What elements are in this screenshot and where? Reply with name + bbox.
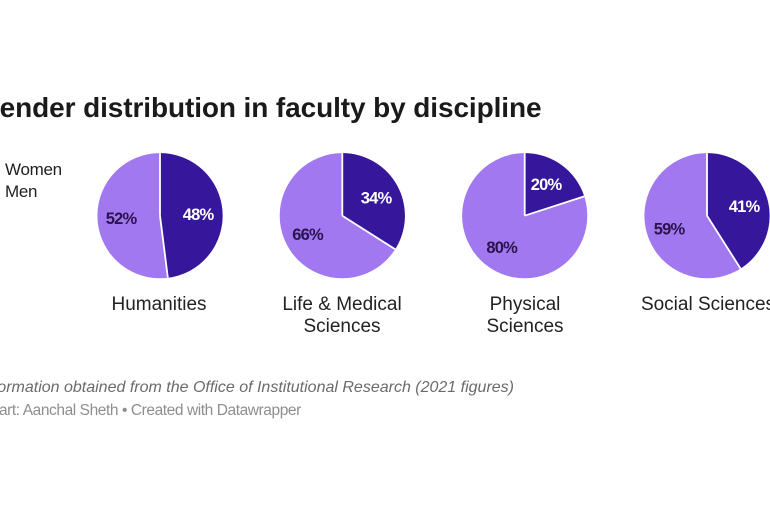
svg-text:66%: 66% xyxy=(292,226,324,244)
svg-text:52%: 52% xyxy=(106,210,138,228)
svg-text:59%: 59% xyxy=(654,221,686,239)
svg-text:80%: 80% xyxy=(486,239,518,257)
svg-text:48%: 48% xyxy=(183,206,215,224)
svg-text:34%: 34% xyxy=(361,190,393,208)
svg-text:41%: 41% xyxy=(729,198,761,216)
svg-text:20%: 20% xyxy=(531,176,563,194)
